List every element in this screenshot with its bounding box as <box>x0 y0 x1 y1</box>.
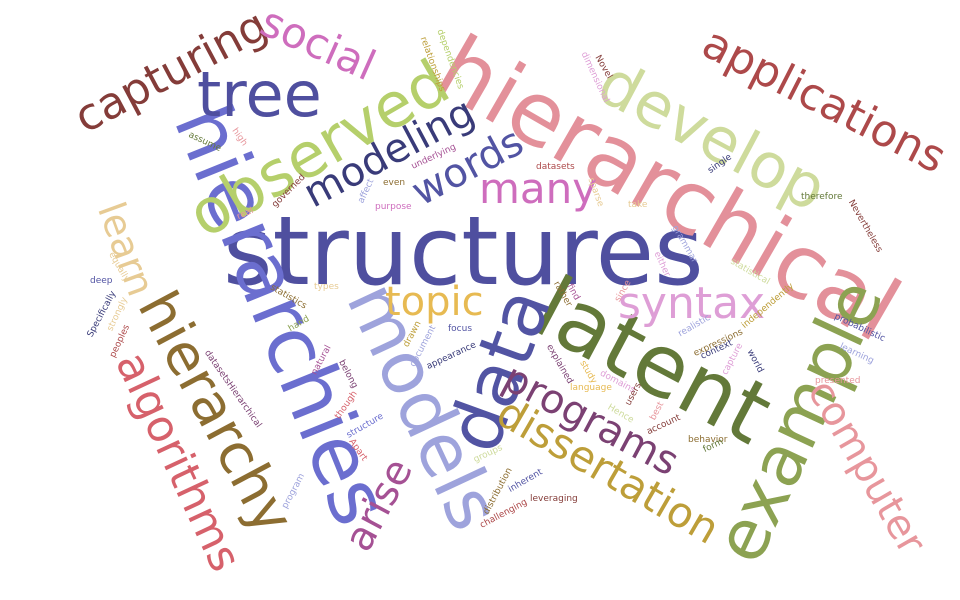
word-therefore: therefore <box>801 192 843 202</box>
word-purpose: purpose <box>375 202 412 212</box>
word-take: take <box>628 200 648 210</box>
word-language: language <box>570 383 612 393</box>
word-structures: structures <box>223 197 704 307</box>
word-topic: topic <box>385 279 484 325</box>
word-presented: presented <box>815 376 861 386</box>
word-behavior: behavior <box>688 435 728 445</box>
word-types: types <box>314 282 339 292</box>
word-many: many <box>479 164 598 213</box>
word-even: even <box>383 178 406 188</box>
word-datasets: datasets <box>536 162 575 172</box>
word-deep: deep <box>90 276 113 286</box>
word-tree: tree <box>197 58 322 131</box>
word-focus: focus <box>448 324 473 334</box>
word-leveraging: leveraging <box>530 494 578 504</box>
word-syntax: syntax <box>618 278 766 329</box>
